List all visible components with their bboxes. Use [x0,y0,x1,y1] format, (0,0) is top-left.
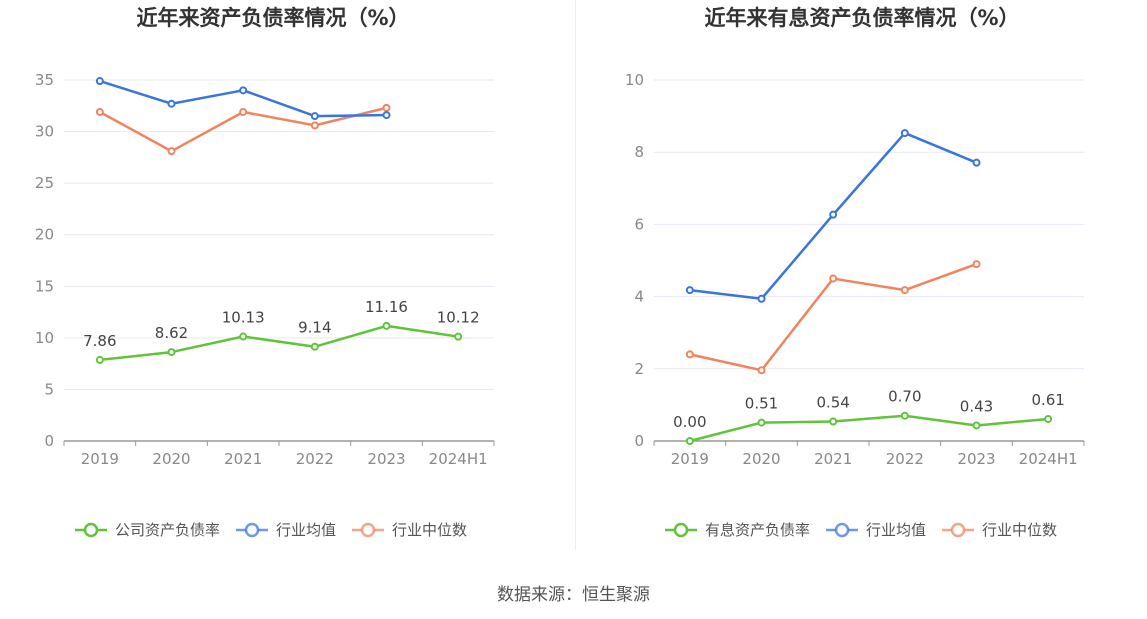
data-label: 0.70 [888,388,921,406]
y-tick-label: 5 [44,380,54,398]
data-point [167,99,176,108]
panel-divider [575,0,576,550]
data-point [167,348,176,357]
data-point [382,321,391,330]
x-tick-label: 2019 [671,450,709,468]
y-tick-label: 20 [35,226,54,244]
data-point [972,260,981,269]
data-point [829,417,838,426]
debt-ratio-chart: 近年来资产负债率情况（%） 0 5 10 15 20 25 30 35 2019 2020 2021 2… [35,6,495,539]
y-tick-label: 10 [35,329,54,347]
legend-marker [950,522,966,538]
data-point [757,294,766,303]
data-label: 8.62 [155,324,188,342]
legend-marker [673,522,689,538]
chart-title: 近年来资产负债率情况（%） [136,6,409,30]
y-tick-label: 30 [35,123,54,141]
data-point [829,210,838,219]
data-point [310,112,319,121]
data-point [382,111,391,120]
data-point [685,350,694,359]
data-point [900,129,909,138]
data-label: 10.13 [222,309,265,327]
data-point [757,366,766,375]
legend-label: 公司资产负债率 [115,521,220,539]
series-line [689,414,1049,443]
y-tick-label: 8 [634,143,644,161]
data-point [95,107,104,116]
data-point [757,418,766,427]
y-tick-label: 25 [35,174,54,192]
y-tick-label: 0 [44,432,54,450]
y-tick-label: 15 [35,277,54,295]
data-point [95,355,104,364]
data-point [454,332,463,341]
data-point [382,103,391,112]
data-point [95,77,104,86]
data-label: 9.14 [298,319,331,337]
x-tick-label: 2023 [367,450,405,468]
data-point [972,158,981,167]
x-tick-label: 2023 [957,450,995,468]
x-tick-label: 2019 [81,450,119,468]
data-point [900,411,909,420]
data-label: 11.16 [365,298,408,316]
data-label: 0.51 [745,395,778,413]
data-point [239,107,248,116]
legend-label: 行业均值 [866,521,926,539]
y-tick-label: 4 [634,288,644,306]
x-tick-label: 2020 [152,450,190,468]
x-tick-label: 2024H1 [1019,450,1078,468]
legend-marker [834,522,850,538]
data-point [829,274,838,283]
data-label: 0.00 [673,413,706,431]
data-label: 7.86 [83,332,116,350]
x-tick-label: 2021 [224,450,262,468]
data-label: 0.54 [816,394,849,412]
data-label: 10.12 [437,309,480,327]
legend-label: 行业中位数 [392,521,467,539]
chart-panel-debt-ratio: 近年来资产负债率情况（%） 0 5 10 15 20 25 30 35 2019 2020 2021 2… [0,0,574,560]
data-point [685,286,694,295]
data-point [310,121,319,130]
y-tick-label: 0 [634,432,644,450]
legend-marker [360,522,376,538]
y-tick-label: 6 [634,215,644,233]
data-point [239,332,248,341]
y-tick-label: 35 [35,71,54,89]
x-tick-label: 2024H1 [429,450,488,468]
x-tick-label: 2021 [814,450,852,468]
interest-debt-ratio-chart: 近年来有息资产负债率情况（%） 0 2 4 6 8 10 2019 2020 2021 2022 20… [625,6,1085,539]
x-tick-label: 2020 [742,450,780,468]
legend-label: 行业中位数 [982,521,1057,539]
data-point [972,421,981,430]
legend-label: 有息资产负债率 [705,521,810,539]
x-tick-label: 2022 [886,450,924,468]
data-point [167,147,176,156]
y-tick-label: 10 [625,71,644,89]
y-tick-label: 2 [634,360,644,378]
chart-panel-interest-debt-ratio: 近年来有息资产负债率情况（%） 0 2 4 6 8 10 2019 2020 2021 2022 20… [576,0,1147,560]
data-point [239,86,248,95]
legend-label: 行业均值 [276,521,336,539]
data-point [900,286,909,295]
legend-marker [83,522,99,538]
chart-title: 近年来有息资产负债率情况（%） [704,6,1019,30]
data-label: 0.43 [960,397,993,415]
x-tick-label: 2022 [296,450,334,468]
data-point [1044,414,1053,423]
legend-marker [244,522,260,538]
series-line [99,324,459,362]
data-label: 0.61 [1031,391,1064,409]
data-point [310,342,319,351]
data-source-note: 数据来源：恒生聚源 [497,585,650,605]
data-point [685,437,694,445]
